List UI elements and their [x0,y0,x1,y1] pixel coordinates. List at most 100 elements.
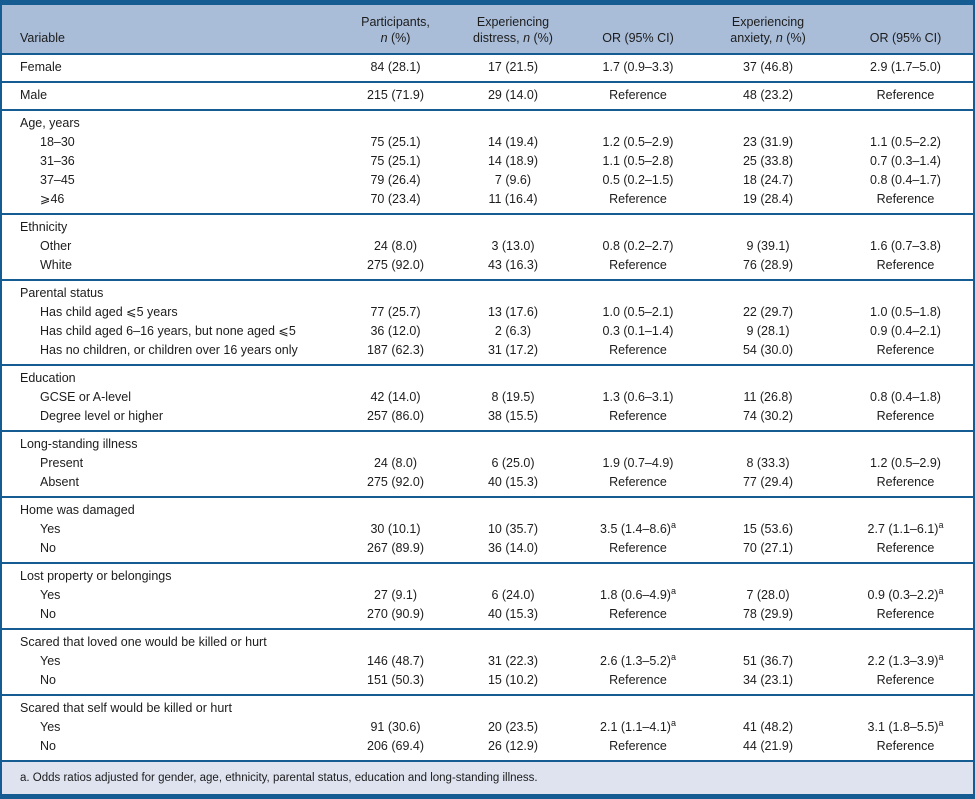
table-cell: 43 (16.3) [487,258,539,272]
section-header-label: Ethnicity [20,220,68,234]
table-cell: 34 (23.1) [742,673,794,687]
table-cell: 42 (14.0) [370,390,421,404]
table-row: 37–45 79 (26.4) 7 (9.6) 0.5 (0.2–1.5) 18 (24… [2,171,973,190]
table-cell: 1.0 (0.5–1.8) [870,305,941,319]
row-label: No [40,673,56,687]
table-cell: 25 (33.8) [742,154,794,168]
footnote-marker: a [670,520,676,530]
footnote-marker: a [938,718,944,728]
table-cell: Reference [876,409,935,423]
table-cell: 267 (89.9) [367,541,424,555]
row-label: Has child aged 6–16 years, but none aged… [40,324,296,338]
table-row: Degree level or higher 257 (86.0) 38 (15.5… [2,407,973,426]
footnote-marker: a [670,586,676,596]
row-label: Absent [40,475,79,489]
table-row: No 151 (50.3) 15 (10.2) Reference 34 (23.1) R… [2,671,973,690]
table-cell: 257 (86.0) [367,409,424,423]
table-cell: 3.5 (1.4–8.6)a [600,520,676,536]
table-cell: Reference [609,607,667,621]
table-cell: 275 (92.0) [367,475,424,489]
row-label: Female [20,60,62,74]
table-cell: Reference [876,475,935,489]
table-row: Male 215 (71.9) 29 (14.0) Reference 48 (23.2… [2,86,973,105]
table-cell: 24 (8.0) [373,456,418,470]
table-cell: 77 (25.7) [370,305,421,319]
table-cell: Reference [876,607,935,621]
table-cell: Reference [876,88,935,102]
table-cell: 75 (25.1) [370,154,421,168]
table-cell: 2.9 (1.7–5.0) [870,60,941,74]
footnote-marker: a [938,652,944,662]
table-footnote: a. Odds ratios adjusted for gender, age,… [2,762,973,794]
table-section: Lost property or belongings Yes 27 (9.1) 6 … [2,564,973,630]
table-cell: Reference [876,343,935,357]
table-cell: 146 (48.7) [367,654,424,668]
table-cell: 37 (46.8) [742,60,794,74]
table-cell: 1.8 (0.6–4.9)a [600,586,676,602]
table-section: Scared that loved one would be killed or… [2,630,973,696]
table-cell: 2.2 (1.3–3.9)a [867,652,944,668]
section-header-label: Scared that loved one would be killed or… [20,635,267,649]
table-cell: 1.9 (0.7–4.9) [602,456,674,470]
table-cell: 2.6 (1.3–5.2)a [600,652,676,668]
table-cell: 27 (9.1) [373,588,418,602]
table-cell: Reference [876,258,935,272]
row-label: 18–30 [40,135,75,149]
table-cell: 13 (17.6) [487,305,539,319]
table-cell: Reference [876,541,935,555]
table-cell: 8 (33.3) [746,456,790,470]
table-row: Yes 30 (10.1) 10 (35.7) 3.5 (1.4–8.6)a 15 (5… [2,520,973,539]
column-header: OR (95% CI) [869,31,942,45]
table-row: Yes 146 (48.7) 31 (22.3) 2.6 (1.3–5.2)a 51 (… [2,652,973,671]
table-cell: 2.7 (1.1–6.1)a [867,520,944,536]
table-cell: 1.7 (0.9–3.3) [602,60,674,74]
table-cell: Reference [609,343,667,357]
table-row: White 275 (92.0) 43 (16.3) Reference 76 (28.… [2,256,973,275]
row-label: No [40,607,56,621]
row-label: Other [40,239,72,253]
table-cell: 206 (69.4) [367,739,424,753]
table-cell: 51 (36.7) [742,654,794,668]
table-cell: 31 (22.3) [487,654,539,668]
table-cell: 78 (29.9) [742,607,794,621]
table-cell: 10 (35.7) [487,522,539,536]
table-cell: 6 (24.0) [491,588,535,602]
section-header-label: Home was damaged [20,503,135,517]
table-cell: 31 (17.2) [487,343,539,357]
row-label: No [40,739,56,753]
table-cell: 84 (28.1) [370,60,421,74]
table-cell: 1.6 (0.7–3.8) [870,239,941,253]
section-header-row: Education [2,369,973,388]
table-row: Yes 91 (30.6) 20 (23.5) 2.1 (1.1–4.1)a 41 (4… [2,718,973,737]
row-label: No [40,541,56,555]
table-header-row: Variable Participants, n (%) Experiencing di… [2,5,973,55]
table-row: No 270 (90.9) 40 (15.3) Reference 78 (29.9) R… [2,605,973,624]
table-cell: 1.0 (0.5–2.1) [602,305,674,319]
table-cell: 44 (21.9) [742,739,794,753]
table-cell: 30 (10.1) [370,522,421,536]
row-label: Has no children, or children over 16 yea… [40,343,298,357]
table-row: Absent 275 (92.0) 40 (15.3) Reference 77 (29… [2,473,973,492]
footnote-marker: a [670,652,676,662]
table-cell: 0.7 (0.3–1.4) [870,154,941,168]
table-cell: 40 (15.3) [487,607,539,621]
table-cell: 77 (29.4) [742,475,794,489]
table-cell: 23 (31.9) [742,135,794,149]
section-header-label: Education [20,371,76,385]
column-header: Participants, n (%) [361,15,430,45]
row-label: Degree level or higher [40,409,163,423]
row-label: 31–36 [40,154,75,168]
row-label: ⩾46 [40,192,65,206]
table-cell: Reference [609,192,667,206]
row-label: Yes [40,522,61,536]
table-cell: 2 (6.3) [494,324,532,338]
table-row: Female 84 (28.1) 17 (21.5) 1.7 (0.9–3.3) 37 … [2,58,973,77]
table-cell: 0.5 (0.2–1.5) [602,173,674,187]
table-row: Has child aged 6–16 years, but none aged… [2,322,973,341]
table-cell: 7 (28.0) [746,588,790,602]
table-row: 31–36 75 (25.1) 14 (18.9) 1.1 (0.5–2.8) 25 (… [2,152,973,171]
table-cell: 18 (24.7) [742,173,794,187]
table-section: Male 215 (71.9) 29 (14.0) Reference 48 (23.2… [2,83,973,111]
column-header: Experiencing distress, n (%) [473,15,553,45]
